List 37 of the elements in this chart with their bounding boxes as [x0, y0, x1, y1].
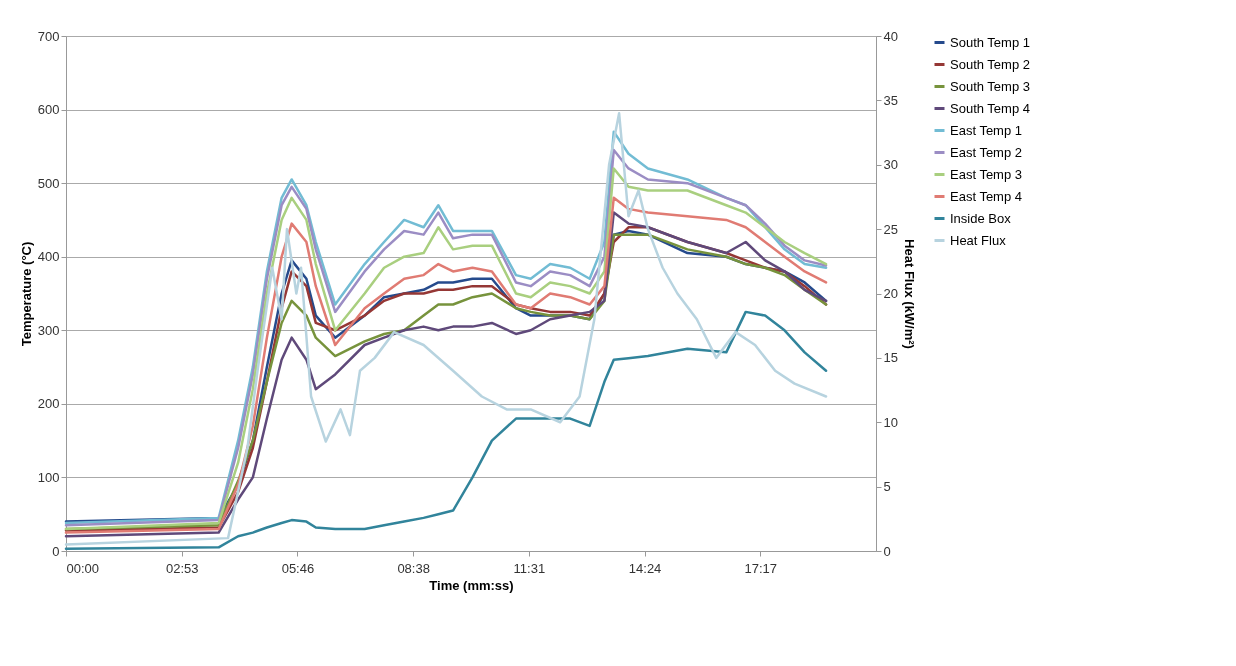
legend-label: Inside Box [950, 210, 1012, 226]
y2-tick-label: 25 [883, 221, 898, 237]
y-tick-label: 600 [37, 102, 60, 118]
y-tick-label: 0 [52, 543, 60, 559]
y-tick-label: 100 [37, 469, 60, 485]
y2-tick-label: 30 [883, 157, 898, 173]
x-tick-label: 02:53 [165, 560, 199, 576]
y2-tick-label: 5 [883, 479, 891, 495]
x-tick-label: 14:24 [628, 560, 662, 576]
x-tick-label: 08:38 [397, 560, 430, 576]
legend-label: South Temp 4 [950, 100, 1030, 116]
y2-tick-label: 35 [883, 92, 898, 108]
legend-label: East Temp 1 [950, 122, 1023, 138]
y2-tick-label: 0 [883, 543, 891, 559]
y-tick-label: 200 [37, 396, 60, 412]
legend-label: South Temp 1 [950, 34, 1030, 50]
y2-tick-label: 40 [883, 28, 898, 44]
legend-label: East Temp 4 [950, 188, 1023, 204]
x-tick-label: 00:00 [66, 560, 100, 576]
x-tick-label: 11:31 [513, 560, 546, 576]
legend-label: East Temp 3 [950, 166, 1023, 182]
y2-axis-title: Heat Flux (kW/m²) [901, 239, 917, 349]
y2-tick-label: 10 [883, 414, 898, 430]
y-tick-label: 400 [37, 249, 60, 265]
legend-label: South Temp 2 [950, 56, 1030, 72]
legend-label: East Temp 2 [950, 144, 1023, 160]
x-tick-label: 17:17 [744, 560, 778, 576]
legend-label: South Temp 3 [950, 78, 1030, 94]
y-tick-label: 700 [37, 28, 60, 44]
y-axis-title: Temperature (°C) [18, 241, 34, 347]
x-axis-title: Time (mm:ss) [429, 577, 514, 593]
y-tick-label: 300 [37, 322, 60, 338]
y-tick-label: 500 [37, 175, 60, 191]
x-tick-label: 05:46 [281, 560, 315, 576]
legend-label: Heat Flux [950, 232, 1007, 248]
y2-tick-label: 15 [883, 350, 898, 366]
y2-tick-label: 20 [883, 286, 898, 301]
